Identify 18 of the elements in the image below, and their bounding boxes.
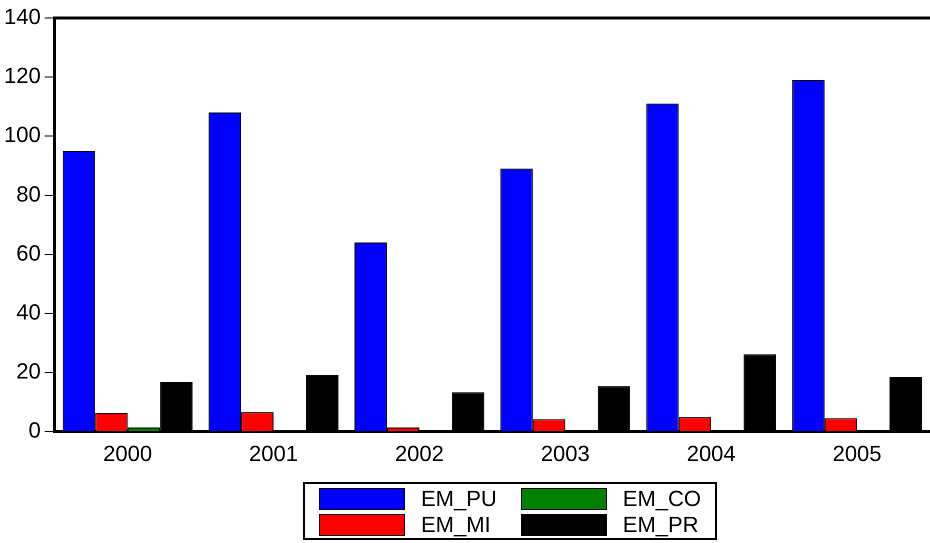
x-tick-label: 2004 [686, 440, 736, 466]
legend-label: EM_PR [622, 512, 699, 537]
x-tick-label: 2005 [832, 440, 882, 466]
legend-label: EM_MI [420, 512, 491, 537]
y-tick-label: 0 [28, 418, 41, 443]
y-tick-label: 20 [16, 358, 41, 384]
y-tick-label: 140 [4, 4, 41, 30]
x-tick-label: 2002 [394, 440, 444, 466]
x-tick-label: 2000 [103, 440, 152, 466]
y-tick-label: 40 [16, 299, 41, 324]
legend-label: EM_CO [622, 486, 702, 511]
y-tick-label: 120 [4, 63, 41, 88]
y-tick-label: 60 [16, 240, 41, 266]
y-tick-label: 100 [4, 122, 41, 148]
x-tick-label: 2001 [249, 440, 298, 466]
legend-label: EM_PU [420, 486, 497, 511]
x-tick-label: 2003 [540, 440, 590, 466]
y-tick-label: 80 [16, 181, 41, 206]
